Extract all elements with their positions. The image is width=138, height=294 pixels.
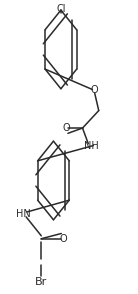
Text: HN: HN xyxy=(16,209,31,219)
Text: Cl: Cl xyxy=(56,4,66,14)
Text: O: O xyxy=(63,123,70,133)
Text: NH: NH xyxy=(84,141,99,151)
Text: O: O xyxy=(90,85,98,95)
Text: Br: Br xyxy=(35,277,47,287)
Text: O: O xyxy=(59,234,67,244)
